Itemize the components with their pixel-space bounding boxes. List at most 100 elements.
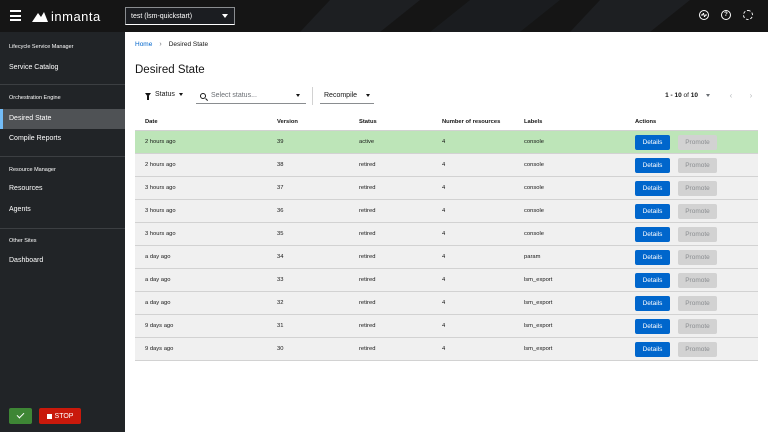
cell-labels: lsm_export [524,346,553,352]
sidebar-item-agents[interactable]: Agents [9,206,31,213]
cell-version: 37 [277,185,284,191]
breadcrumb-current: Desired State [168,41,209,48]
promote-button: Promote [678,135,717,150]
chevron-down-icon [178,93,183,96]
pagination: 1 - 10 of 10 ‹ › [665,91,758,100]
cell-version: 33 [277,277,284,283]
cell-status: active [359,139,375,145]
stop-button[interactable]: STOP [39,408,81,424]
cell-labels: lsm_export [524,323,553,329]
cell-resources: 4 [442,300,446,306]
menu-toggle-button[interactable] [10,10,21,21]
environment-select[interactable]: test (lsm-quickstart) [125,7,235,25]
details-button[interactable]: Details [635,296,670,311]
status-icon[interactable] [699,10,709,20]
breadcrumb-home-link[interactable]: Home [135,41,153,48]
toolbar-divider [312,87,313,105]
search-icon [200,92,206,99]
cell-date: a day ago [145,300,171,306]
status-search-placeholder: Select status... [211,92,257,99]
cell-labels: console [524,139,544,145]
cell-labels: console [524,185,544,191]
cell-status: retired [359,231,376,237]
table-row: a day ago 33 retired 4 lsm_export Details Prom… [135,269,758,292]
column-header-status: Status [359,119,377,125]
cell-version: 31 [277,323,284,329]
desired-state-table: Date Version Status Number of resources … [135,114,758,361]
cell-labels: console [524,208,544,214]
breadcrumb: Home › Desired State [135,41,208,48]
cell-resources: 4 [442,208,446,214]
promote-button: Promote [678,181,717,196]
cell-version: 36 [277,208,284,214]
sidebar-item-service-catalog[interactable]: Service Catalog [9,64,59,71]
details-button[interactable]: Details [635,204,670,219]
next-page-icon[interactable]: › [749,91,753,100]
chevron-down-icon [366,94,370,97]
cell-resources: 4 [442,323,446,329]
sidebar-item-compile-reports[interactable]: Compile Reports [9,135,62,142]
cell-version: 39 [277,139,284,145]
cell-status: retired [359,162,376,168]
sidebar-item-resources[interactable]: Resources [9,185,43,192]
toolbar: Status Select status... Recompile 1 - 10… [135,87,758,106]
details-button[interactable]: Details [635,273,670,288]
promote-button: Promote [678,250,717,265]
logo-mark-icon [32,12,48,22]
help-icon[interactable]: ? [721,10,731,20]
column-header-labels: Labels [524,119,543,125]
promote-button: Promote [678,227,717,242]
sidebar: Lifecycle Service Manager Service Catalo… [0,32,125,432]
details-button[interactable]: Details [635,181,670,196]
cell-status: retired [359,323,376,329]
sidebar-item-desired-state[interactable]: Desired State [0,109,125,129]
table-row: 3 hours ago 36 retired 4 console Details Promo… [135,200,758,223]
cell-resources: 4 [442,231,446,237]
cell-date: 3 hours ago [145,231,176,237]
nav-divider [0,228,125,229]
details-button[interactable]: Details [635,227,670,242]
details-button[interactable]: Details [635,135,670,150]
chevron-down-icon[interactable] [706,94,710,97]
previous-page-icon[interactable]: ‹ [729,91,733,100]
cell-version: 34 [277,254,284,260]
table-body: 2 hours ago 39 active 4 console Details Promot… [135,131,758,361]
nav-group-title-orchestration: Orchestration Engine [9,95,61,101]
cell-version: 35 [277,231,284,237]
cell-date: 9 days ago [145,346,174,352]
cell-date: 3 hours ago [145,185,176,191]
cell-version: 32 [277,300,284,306]
main-content: Home › Desired State Desired State Statu… [125,32,768,432]
cell-resources: 4 [442,254,446,260]
page-title: Desired State [135,64,205,76]
status-filter-label: Status [155,91,175,98]
top-bar: inmanta test (lsm-quickstart) ? [0,0,768,32]
cell-date: 2 hours ago [145,139,176,145]
environment-select-value: test (lsm-quickstart) [131,12,193,20]
status-filter-toggle[interactable]: Status [145,91,183,100]
sidebar-item-dashboard[interactable]: Dashboard [9,257,44,264]
promote-button: Promote [678,319,717,334]
details-button[interactable]: Details [635,342,670,357]
settings-icon[interactable] [743,10,753,20]
details-button[interactable]: Details [635,250,670,265]
status-search-input[interactable]: Select status... [196,88,306,104]
table-row: 9 days ago 30 retired 4 lsm_export Details Pro… [135,338,758,361]
chevron-down-icon[interactable] [296,94,300,97]
cell-date: a day ago [145,277,171,283]
cell-status: retired [359,346,376,352]
recompile-button[interactable]: Recompile [320,88,374,104]
cell-version: 38 [277,162,284,168]
details-button[interactable]: Details [635,319,670,334]
server-status-ok-button[interactable] [9,408,32,424]
chevron-right-icon: › [159,41,162,48]
details-button[interactable]: Details [635,158,670,173]
cell-resources: 4 [442,139,446,145]
table-header: Date Version Status Number of resources … [135,114,758,131]
cell-labels: lsm_export [524,277,553,283]
cell-labels: console [524,231,544,237]
recompile-label: Recompile [324,92,358,99]
stop-icon [46,413,52,419]
pagination-count[interactable]: 1 - 10 of 10 [665,92,698,99]
filter-icon [145,92,151,100]
